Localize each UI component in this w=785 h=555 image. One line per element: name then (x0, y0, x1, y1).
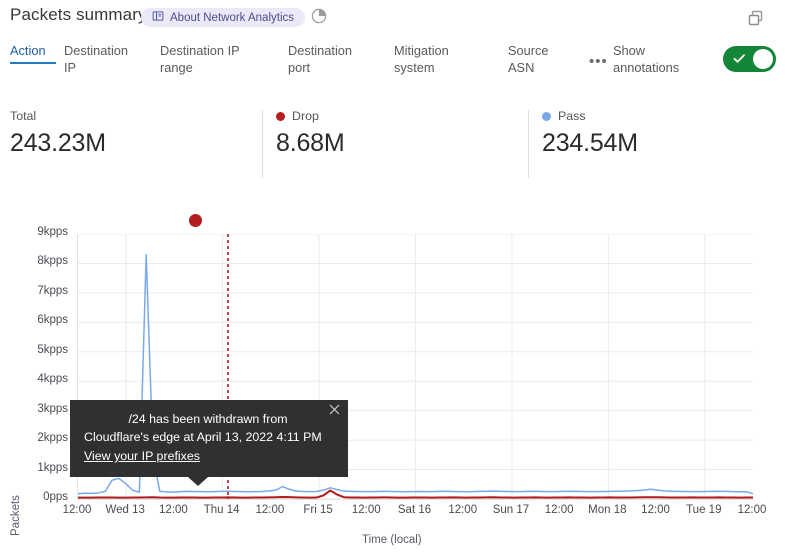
pass-legend-dot-icon (542, 111, 551, 121)
tab-bar: Action Destination IP Destination IP ran… (0, 42, 785, 86)
y-tick-label: 7kpps (37, 284, 68, 297)
x-tick-label: 12:00 (641, 504, 670, 516)
about-badge-label: About Network Analytics (170, 11, 295, 24)
stat-drop-value: 8.68M (276, 129, 345, 157)
tab-destination-ip-range[interactable]: Destination IP range (160, 42, 248, 76)
about-network-analytics-badge[interactable]: About Network Analytics (141, 8, 306, 27)
view-ip-prefixes-link[interactable]: View your IP prefixes (84, 449, 200, 463)
x-tick-label: 12:00 (544, 504, 574, 516)
stat-drop-label: Drop (292, 109, 319, 123)
x-tick-label: Sat 16 (397, 504, 432, 516)
stat-divider (528, 110, 529, 178)
show-annotations-label: Show annotations (613, 43, 680, 75)
x-tick-label: Fri 15 (303, 504, 333, 516)
packets-timeseries-chart: Packets Time (local) 9kpps 8kpps 7kpps 6kpp… (0, 196, 785, 555)
tab-label: Action (10, 43, 46, 58)
y-tick-label: 0pps (43, 491, 68, 503)
stat-pass-label: Pass (558, 109, 586, 123)
show-annotations-toggle[interactable] (723, 46, 776, 72)
book-icon (152, 10, 164, 25)
more-tabs-button[interactable]: ••• (589, 53, 608, 70)
x-tick-label: Mon 18 (588, 504, 627, 516)
stat-pass-value: 234.54M (542, 129, 638, 157)
y-tick-label: 2kpps (37, 432, 68, 445)
y-tick-label: 9kpps (37, 226, 68, 238)
stat-drop: Drop 8.68M (276, 108, 345, 158)
toggle-knob (753, 49, 773, 69)
stat-pass: Pass 234.54M (542, 108, 638, 158)
stat-pass-label-row: Pass (542, 108, 638, 124)
annotation-line-1: /24 has been withdrawn from (128, 412, 288, 426)
plot-area[interactable] (77, 222, 754, 500)
annotation-line-2: Cloudflare's edge at April 13, 2022 4:11… (84, 430, 322, 444)
panel-header: Packets summary About Network Analytics (0, 0, 785, 36)
drop-legend-dot-icon (276, 111, 285, 121)
stat-total-value: 243.23M (10, 129, 106, 157)
tab-source-asn[interactable]: Source ASN (508, 42, 568, 76)
y-axis-ticks: 9kpps 8kpps 7kpps 6kpps 5kpps 4kpps 3kpps 2kpps… (0, 196, 68, 516)
x-tick-label: Wed 13 (105, 504, 145, 516)
annotation-marker-dot[interactable] (189, 214, 202, 227)
tab-label: Source ASN (508, 43, 549, 75)
y-tick-label: 8kpps (37, 255, 68, 268)
tab-label: Destination IP (64, 43, 129, 75)
tooltip-arrow (188, 477, 208, 486)
tab-mitigation-system[interactable]: Mitigation system (394, 42, 470, 76)
y-tick-label: 5kpps (37, 343, 68, 356)
tab-destination-port[interactable]: Destination port (288, 42, 368, 76)
y-tick-label: 4kpps (37, 373, 68, 386)
tab-destination-ip[interactable]: Destination IP (64, 42, 136, 76)
x-tick-label: 12:00 (737, 504, 767, 516)
duplicate-window-icon[interactable] (746, 8, 766, 28)
stat-total: Total 243.23M (10, 108, 106, 158)
close-icon[interactable] (329, 404, 340, 417)
summary-stats: Total 243.23M Drop 8.68M Pass 234.54M (0, 108, 785, 176)
tab-label: Mitigation system (394, 43, 449, 75)
stat-total-label: Total (10, 109, 37, 123)
x-tick-label: 12:00 (159, 504, 188, 516)
x-axis-title: Time (local) (362, 534, 422, 546)
tab-label: Destination port (288, 43, 353, 75)
x-tick-label: 12:00 (448, 504, 478, 516)
y-tick-label: 1kpps (37, 461, 68, 474)
x-tick-label: Thu 14 (203, 504, 240, 516)
y-tick-label: 6kpps (37, 314, 68, 327)
annotation-tooltip[interactable]: /24 has been withdrawn from Cloudflare's… (70, 400, 348, 486)
x-tick-label: 12:00 (351, 504, 381, 516)
clock-pie-icon[interactable] (310, 7, 328, 25)
page-title: Packets summary (10, 5, 147, 24)
tab-action[interactable]: Action (10, 42, 56, 64)
stat-divider (262, 110, 263, 178)
check-icon (733, 52, 746, 65)
x-tick-label: Sun 17 (492, 504, 530, 516)
x-tick-label: 12:00 (62, 504, 92, 516)
x-tick-label: 12:00 (255, 504, 285, 516)
active-tab-underline (10, 62, 56, 64)
x-tick-label: Tue 19 (686, 504, 722, 516)
tab-label: Destination IP range (160, 43, 240, 75)
y-tick-label: 3kpps (37, 402, 68, 415)
stat-drop-label-row: Drop (276, 108, 344, 124)
